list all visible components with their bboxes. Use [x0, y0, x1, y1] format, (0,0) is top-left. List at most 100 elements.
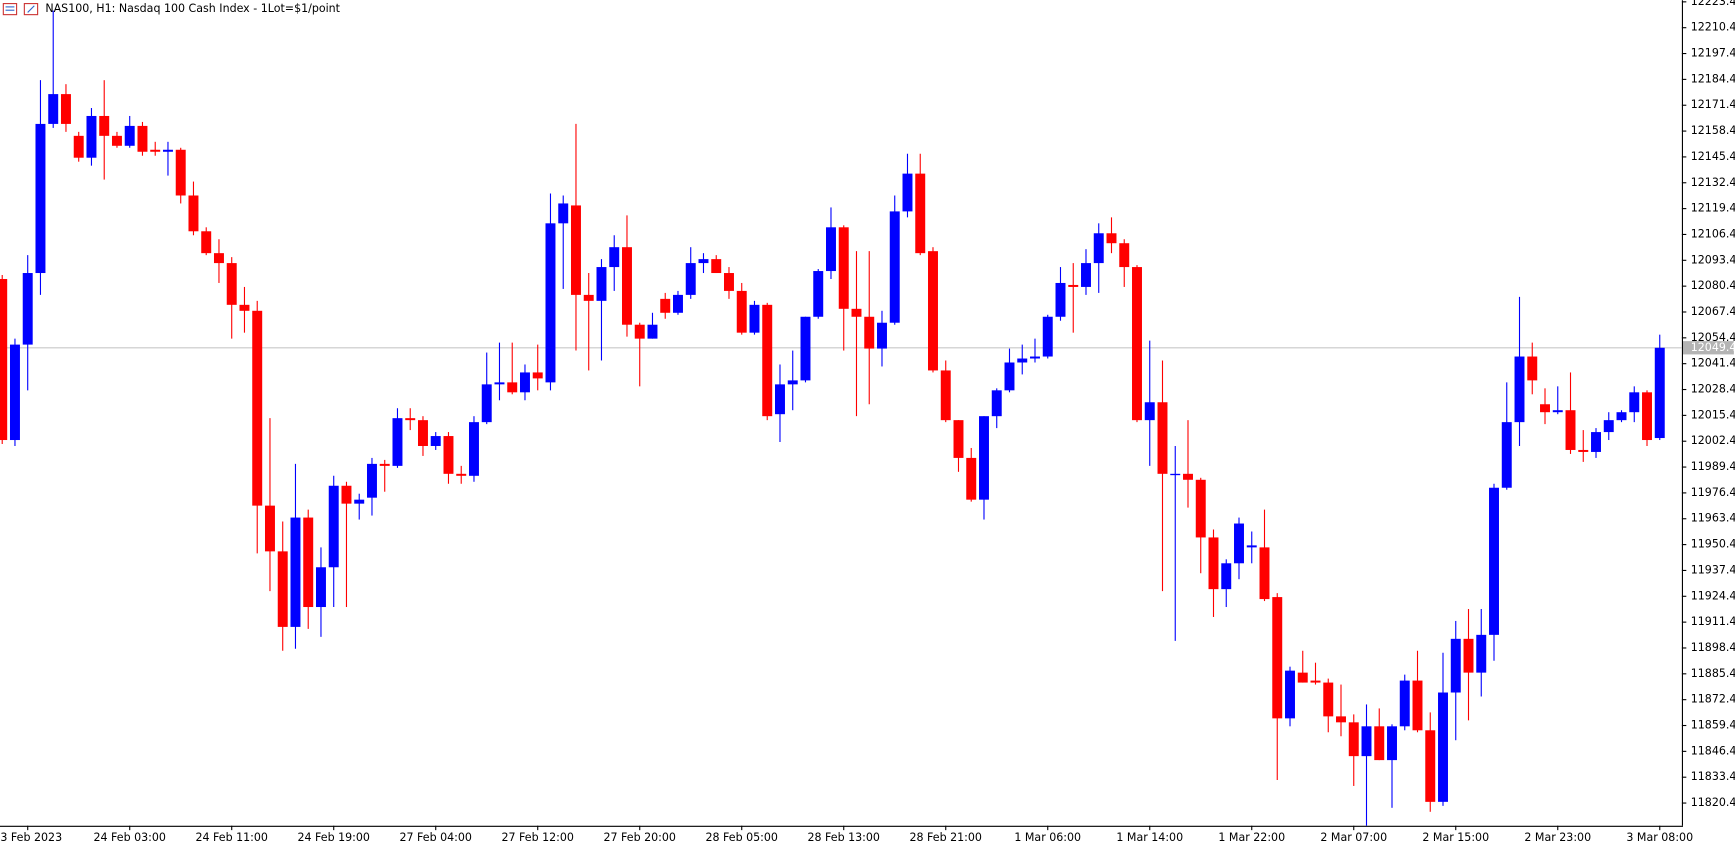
candle-body [468, 422, 479, 476]
candle-body [940, 370, 951, 421]
y-tick-label: 12002.4 [1691, 434, 1735, 447]
y-tick-label: 12119.4 [1691, 202, 1735, 215]
candle-body [1578, 449, 1589, 452]
candle-body [570, 205, 581, 295]
candle-body [1093, 233, 1104, 264]
y-tick-label: 11872.4 [1691, 693, 1735, 706]
candle-body [851, 308, 862, 317]
candle-body [1183, 473, 1193, 480]
candle-body [366, 463, 377, 498]
candle-body [826, 227, 836, 272]
candle-body [1157, 402, 1168, 474]
candle-body [1501, 422, 1512, 488]
candle-body [1297, 672, 1308, 683]
candle-body [392, 418, 403, 466]
y-tick-label: 12132.4 [1691, 176, 1735, 189]
candle-body [201, 231, 212, 254]
candle-body [1552, 410, 1563, 413]
candle-body [1603, 420, 1614, 433]
candle-body [647, 324, 658, 339]
candle-body [889, 211, 900, 323]
candle-body [1081, 263, 1091, 287]
x-tick-label: 27 Feb 20:00 [603, 831, 675, 844]
y-tick-label: 12223.4 [1691, 0, 1735, 8]
candle-body [1616, 412, 1627, 421]
y-tick-label: 11989.4 [1691, 460, 1735, 473]
y-tick-label: 12145.4 [1691, 150, 1735, 163]
candle-body [417, 420, 428, 446]
candle-body [1438, 692, 1448, 802]
candle-body [226, 263, 237, 305]
candle-body [264, 505, 275, 552]
candle-body [1629, 392, 1640, 413]
candle-body [1374, 726, 1385, 761]
candle-body [736, 290, 747, 333]
header-icons [2, 3, 39, 16]
candle-body [1450, 638, 1461, 693]
candle-body [175, 149, 186, 196]
y-tick-label: 12197.4 [1691, 47, 1735, 60]
y-tick-label: 11911.4 [1691, 615, 1735, 628]
y-tick-label: 11898.4 [1691, 641, 1735, 654]
y-tick-label: 12093.4 [1691, 253, 1735, 266]
candle-body [1030, 356, 1040, 359]
candle-body [1642, 392, 1652, 441]
x-tick-label: 27 Feb 04:00 [399, 831, 471, 844]
candle-body [1246, 545, 1257, 548]
candle-body [35, 123, 46, 274]
candle-body [99, 115, 110, 136]
candle-body [519, 372, 530, 393]
x-tick-label: 24 Feb 19:00 [297, 831, 369, 844]
y-tick-label: 11833.4 [1691, 770, 1735, 783]
candle-body [596, 267, 607, 301]
candle-body [1489, 487, 1499, 635]
candle-body [1387, 726, 1397, 761]
candle-body [622, 247, 632, 325]
candle-body [775, 384, 785, 415]
candle-body [1654, 347, 1665, 439]
x-tick-label: 2 Mar 07:00 [1320, 831, 1387, 844]
y-tick-label: 11976.4 [1691, 486, 1735, 499]
candle-body [341, 485, 352, 504]
candle-body [1476, 634, 1487, 673]
candle-body [73, 135, 84, 158]
candle-body [239, 304, 250, 311]
candle-body [290, 517, 301, 627]
y-tick-label: 12106.4 [1691, 227, 1735, 240]
candle-body [966, 457, 977, 500]
candle-body [1119, 243, 1130, 268]
x-tick-label: 2 Mar 15:00 [1422, 831, 1489, 844]
candle-body [188, 195, 199, 232]
chart-title: NAS100, H1: Nasdaq 100 Cash Index - 1Lot… [45, 2, 340, 15]
candle-body [1170, 473, 1181, 476]
candle-body [430, 436, 441, 446]
candle-body [838, 227, 849, 309]
x-tick-label: 1 Mar 22:00 [1218, 831, 1285, 844]
y-tick-label: 11885.4 [1691, 667, 1735, 680]
candle-body [1412, 680, 1423, 731]
candle-body [711, 259, 722, 274]
candle-body [1004, 362, 1015, 391]
candle-body [1106, 233, 1117, 244]
candle-body [1591, 432, 1601, 452]
candle-body [609, 247, 620, 268]
candle-body [877, 322, 887, 349]
y-tick-label: 11950.4 [1691, 538, 1735, 551]
candle-body [928, 251, 938, 371]
y-tick-label: 11820.4 [1691, 796, 1735, 809]
candle-body [634, 324, 645, 339]
candle-body [1055, 282, 1066, 317]
candle-body [1425, 730, 1436, 802]
y-tick-label: 12041.4 [1691, 357, 1735, 370]
candle-body [558, 203, 569, 224]
y-tick-label: 12080.4 [1691, 279, 1735, 292]
candle-body [22, 273, 33, 345]
candle-body [1527, 356, 1538, 381]
y-tick-label: 11859.4 [1691, 719, 1735, 732]
candle-body [1285, 670, 1295, 719]
x-tick-label: 28 Feb 05:00 [705, 831, 777, 844]
candle-body [481, 384, 492, 423]
y-tick-label: 12015.4 [1691, 408, 1735, 421]
